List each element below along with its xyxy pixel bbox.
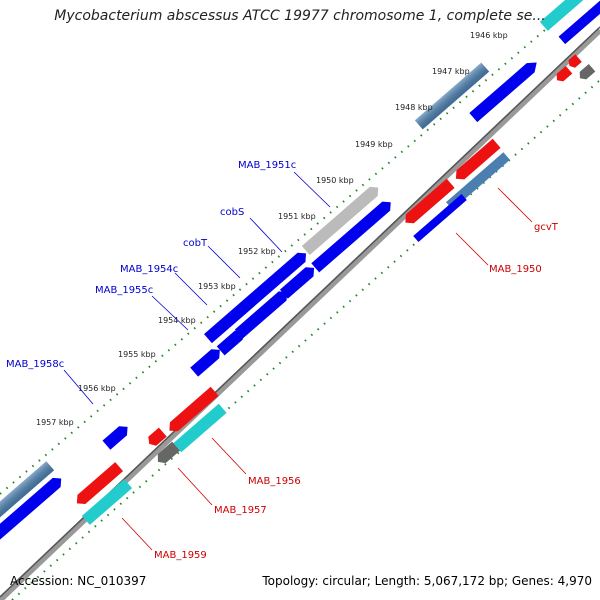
reverse-features <box>73 54 596 525</box>
feature-cyan-corner[interactable] <box>539 0 591 31</box>
gene-label[interactable]: MAB_1956 <box>248 476 301 487</box>
gene-label[interactable]: cobS <box>220 207 244 218</box>
feature-blue-1954c[interactable] <box>279 263 318 299</box>
inner-tick-track <box>11 79 600 600</box>
gene-label[interactable]: MAB_1955c <box>95 285 153 296</box>
feature-blue-left[interactable] <box>0 474 65 547</box>
feature-grey-1957[interactable] <box>154 441 180 467</box>
feature-blue-1951[interactable] <box>311 198 394 273</box>
feature-blue-1958c[interactable] <box>102 422 131 450</box>
feature-grey-small[interactable] <box>577 63 596 82</box>
kbp-label: 1949 kbp <box>355 140 393 149</box>
feature-cyan-1956[interactable] <box>173 403 227 453</box>
feature-blue-top[interactable] <box>469 58 540 123</box>
feature-blue-1955c[interactable] <box>216 327 248 356</box>
feature-red-gcvT[interactable] <box>452 138 501 183</box>
kbp-label: 1952 kbp <box>238 247 276 256</box>
kbp-label: 1953 kbp <box>198 282 236 291</box>
gene-label[interactable]: MAB_1950 <box>489 264 542 275</box>
gene-label[interactable]: MAB_1958c <box>6 359 64 370</box>
kbp-label: 1951 kbp <box>278 212 316 221</box>
kbp-label: 1950 kbp <box>316 176 354 185</box>
feature-red-1959[interactable] <box>73 462 124 508</box>
outer-tick-track <box>0 29 546 495</box>
topology-text: Topology: circular; Length: 5,067,172 bp… <box>262 574 592 588</box>
kbp-label: 1947 kbp <box>432 67 470 76</box>
feature-blue-1950[interactable] <box>413 193 467 243</box>
kbp-label: 1957 kbp <box>36 418 74 427</box>
feature-red-small-3[interactable] <box>145 427 167 449</box>
feature-red-1950[interactable] <box>401 178 455 227</box>
feature-blue-cobT[interactable] <box>234 287 291 339</box>
map-title: Mycobacterium abscessus ATCC 19977 chrom… <box>54 8 546 24</box>
accession-text: Accession: NC_010397 <box>10 574 147 588</box>
feature-steelblue-left[interactable] <box>0 461 55 523</box>
gene-label[interactable]: MAB_1951c <box>238 160 296 171</box>
feature-red-1956[interactable] <box>165 386 219 435</box>
reverse-gene-labels: gcvT MAB_1950 MAB_1956 MAB_1957 MAB_1959 <box>121 187 559 561</box>
feature-blue-cobS[interactable] <box>204 249 310 344</box>
kbp-label: 1954 kbp <box>158 316 196 325</box>
forward-gene-labels: MAB_1951c cobS cobT MAB_1954c MAB_1955c … <box>6 160 331 405</box>
feature-grey-pseudo[interactable] <box>301 183 382 256</box>
kbp-label: 1955 kbp <box>118 350 156 359</box>
gene-label[interactable]: MAB_1957 <box>214 505 267 516</box>
forward-features <box>0 0 600 547</box>
feature-blue-corner[interactable] <box>558 0 600 45</box>
gene-label[interactable]: MAB_1959 <box>154 550 207 561</box>
kbp-label: 1948 kbp <box>395 103 433 112</box>
gene-label[interactable]: MAB_1954c <box>120 264 178 275</box>
feature-blue-1955b[interactable] <box>190 345 224 377</box>
feature-red-small-2[interactable] <box>566 54 582 69</box>
kbp-scale: 1946 kbp 1947 kbp 1948 kbp 1949 kbp 1950… <box>36 31 508 427</box>
gene-label[interactable]: gcvT <box>534 222 559 233</box>
feature-steelblue-top[interactable] <box>414 62 490 130</box>
kbp-label: 1956 kbp <box>78 384 116 393</box>
feature-red-small-1[interactable] <box>554 65 573 84</box>
kbp-label: 1946 kbp <box>470 31 508 40</box>
gene-label[interactable]: cobT <box>183 238 208 249</box>
feature-cyan-1959[interactable] <box>81 479 133 525</box>
